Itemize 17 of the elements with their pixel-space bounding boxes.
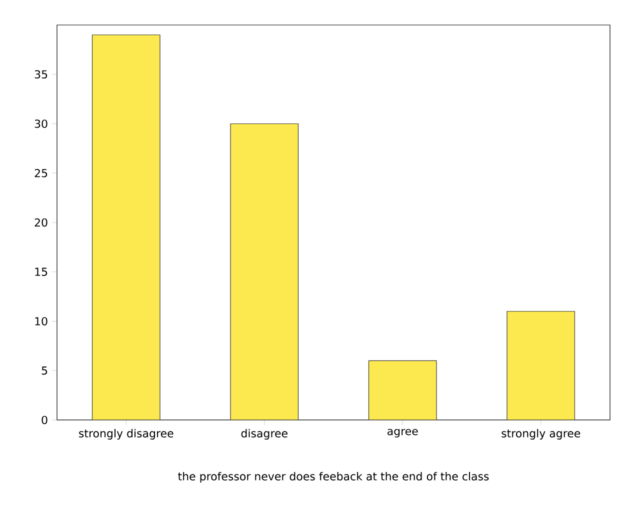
- x-tick-label: strongly disagree: [79, 428, 174, 440]
- x-axis-title: the professor never does feeback at the end of the class: [178, 472, 489, 483]
- y-tick-label: 35: [34, 70, 48, 79]
- bar: [92, 34, 160, 420]
- x-tick-label: agree: [388, 428, 418, 438]
- y-tick-label: 0: [42, 416, 48, 424]
- y-tick-label: 25: [34, 168, 48, 178]
- y-tick-label: 5: [42, 366, 48, 375]
- y-tick-label: 20: [34, 218, 48, 227]
- x-tick-label: disagree: [241, 428, 288, 440]
- bar: [230, 123, 299, 420]
- y-tick-label: 30: [34, 120, 48, 128]
- x-tick-label: strongly agree: [502, 428, 580, 440]
- bar: [506, 311, 576, 420]
- y-tick-label: 15: [35, 268, 48, 276]
- y-tick-label: 10: [35, 317, 48, 326]
- bar: [368, 360, 437, 420]
